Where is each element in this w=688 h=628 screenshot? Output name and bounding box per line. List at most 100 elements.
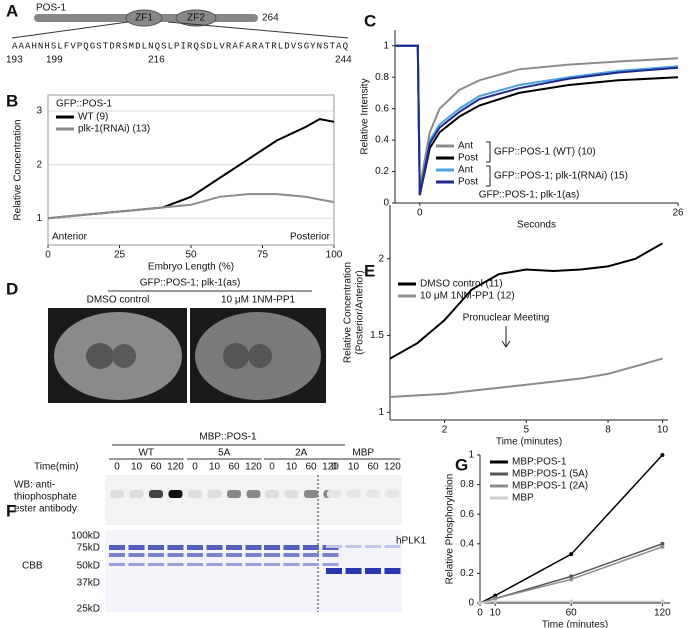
gel-band: [303, 553, 319, 557]
sequence: AAAHNHSLFVPQGSTDRSMDLNQSLPIRQSDLVRAFARAT…: [12, 41, 348, 51]
nucleus: [223, 343, 249, 369]
group-label: MBP: [352, 448, 374, 459]
x-axis-label: Seconds: [517, 220, 556, 231]
wb-band: [327, 490, 341, 498]
time: 0: [331, 462, 337, 473]
gel-band: [322, 563, 339, 566]
arrow: [501, 326, 511, 348]
wb-band: [149, 490, 163, 498]
y-tick-label: 1: [383, 40, 389, 51]
time: 60: [228, 462, 240, 473]
gel-band: [245, 563, 262, 566]
y-tick-label: 0.6: [460, 509, 474, 520]
y-axis-label: (Posterior/Anterior): [355, 270, 366, 354]
data-line: [389, 357, 663, 398]
annotation: Posterior: [290, 232, 331, 243]
data-point: [569, 574, 574, 579]
panel-title: GFP::POS-1; plk-1(as): [140, 278, 241, 289]
data-point: [493, 593, 498, 598]
gel-band: [148, 545, 164, 550]
x-tick-label: 10: [490, 608, 502, 619]
gel-band: [283, 563, 300, 566]
group-label: 5A: [218, 448, 231, 459]
data-point: [569, 599, 574, 604]
wb-band: [284, 490, 299, 498]
nucleus: [86, 343, 114, 369]
gel-band: [109, 563, 125, 566]
cbb-label: CBB: [22, 561, 43, 572]
legend-group-label: GFP::POS-1 (WT) (10): [494, 147, 596, 158]
gel-band: [148, 553, 164, 557]
gel-band: [206, 563, 223, 566]
y-tick-label: 1.5: [370, 330, 384, 341]
marker: 100kD: [71, 531, 100, 542]
x-tick-label: 0: [477, 608, 483, 619]
legend-group-label: GFP::POS-1; plk-1(RNAi) (15): [494, 171, 628, 182]
gel-band: [128, 553, 145, 557]
annotation: Anterior: [52, 232, 88, 243]
panel-label: B: [6, 91, 18, 110]
legend-label: DMSO control (11): [420, 279, 503, 290]
time: 60: [150, 462, 162, 473]
x-tick-label: 2: [442, 425, 448, 436]
band-label: hPLK1: [396, 536, 426, 547]
wb-band: [168, 490, 183, 498]
y-axis-label: Relative Phosphorylation: [445, 474, 456, 585]
legend-label: Post: [458, 153, 478, 164]
legend-label: Ant: [458, 141, 473, 152]
condition: 10 μM 1NM-PP1: [221, 295, 296, 306]
data-line: [395, 44, 679, 188]
group-label: WT: [138, 448, 154, 459]
x-tick-label: 10: [657, 425, 669, 436]
gel-band: [226, 545, 242, 550]
data-point: [493, 599, 498, 604]
time: 60: [367, 462, 379, 473]
x-tick-label: 5: [523, 425, 529, 436]
data-point: [493, 596, 498, 601]
gel-band: [365, 545, 381, 548]
gel-title: MBP::POS-1: [199, 432, 257, 443]
wb-band: [304, 490, 318, 498]
y-tick-label: 1: [378, 407, 384, 418]
gel-band: [109, 553, 125, 557]
data-point: [660, 541, 665, 546]
time: 0: [269, 462, 275, 473]
position: 216: [148, 55, 165, 66]
gel-band: [264, 553, 280, 557]
gel-band: [148, 563, 164, 566]
legend-label: MBP:POS-1 (2A): [512, 481, 588, 492]
frame: [47, 94, 335, 246]
time: 10: [286, 462, 298, 473]
x-axis-label: Time (minutes): [496, 437, 562, 448]
data-point: [569, 552, 574, 557]
wb-band: [346, 490, 361, 498]
legend-label: Ant: [458, 165, 473, 176]
protein-name: POS-1: [36, 3, 66, 14]
x-axis-label: Embryo Length (%): [148, 262, 234, 273]
panel-label: A: [6, 1, 18, 20]
gel-band: [345, 568, 362, 574]
data-point: [478, 601, 482, 605]
gel-band: [326, 568, 342, 574]
gel-band: [345, 545, 362, 548]
y-tick-label: 2: [378, 253, 384, 264]
data-line: [389, 242, 663, 360]
gel-band: [109, 545, 125, 550]
x-tick-label: 120: [654, 608, 671, 619]
chart-title: GFP::POS-1; plk-1(as): [479, 190, 580, 201]
y-tick-label: 0: [468, 598, 474, 609]
domain: [175, 9, 217, 27]
wb-label: ester antibody: [14, 504, 77, 515]
y-tick-label: 2: [36, 159, 42, 170]
y-tick-label: 0.2: [460, 568, 474, 579]
x-tick-label: 26: [672, 208, 684, 219]
panel-label: D: [6, 279, 18, 298]
gel-band: [206, 545, 223, 550]
gel-band: [384, 545, 401, 548]
panel-label: F: [6, 501, 16, 520]
gel-band: [365, 568, 381, 574]
gel-band: [128, 563, 145, 566]
legend-label: 10 μM 1NM-PP1 (12): [420, 291, 515, 302]
position: 193: [6, 55, 23, 66]
x-axis-label: Time (minutes): [542, 620, 608, 628]
